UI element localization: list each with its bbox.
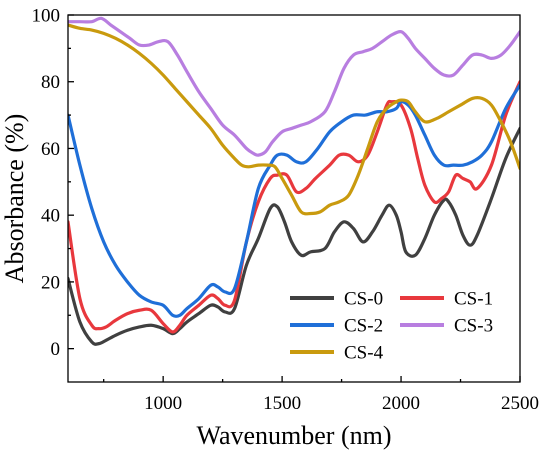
series-line-cs-1 <box>68 80 520 334</box>
y-tick-label: 40 <box>41 206 60 227</box>
series-line-cs-2 <box>68 83 520 318</box>
x-axis-title: Wavenumber (nm) <box>197 421 392 450</box>
legend-label-cs-1: CS-1 <box>454 289 493 310</box>
legend-label-cs-4: CS-4 <box>344 343 384 364</box>
x-tick-label: 1500 <box>263 393 301 414</box>
x-tick-label: 2000 <box>382 393 420 414</box>
y-tick-label: 60 <box>41 139 60 160</box>
y-axis-title: Absorbance (%) <box>0 114 29 284</box>
series-line-cs-4 <box>68 23 520 216</box>
y-tick-label: 100 <box>32 6 61 27</box>
x-tick-label: 2500 <box>501 393 539 414</box>
y-tick-label: 20 <box>41 272 60 293</box>
series-line-cs-0 <box>68 126 520 346</box>
legend-label-cs-2: CS-2 <box>344 316 383 337</box>
legend-label-cs-0: CS-0 <box>344 289 383 310</box>
legend: CS-0 CS-1 CS-2 CS-3 CS-4 <box>290 289 493 364</box>
x-tick-label: 1000 <box>144 393 182 414</box>
y-tick-label: 80 <box>41 72 60 93</box>
series-line-cs-3 <box>68 16 520 157</box>
legend-label-cs-3: CS-3 <box>454 316 493 337</box>
axis-ticks: 1000 1500 2000 2500 0 20 40 60 80 100 <box>32 6 540 415</box>
y-tick-label: 0 <box>51 339 61 360</box>
series-lines <box>68 16 520 346</box>
plot-frame <box>67 14 521 383</box>
